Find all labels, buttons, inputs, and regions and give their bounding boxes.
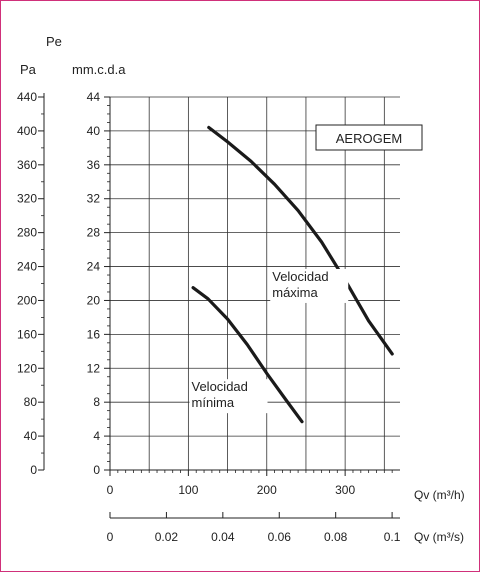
pa-tick-label: 440 — [17, 90, 37, 104]
series-curve-0 — [207, 125, 394, 356]
series-curve-1 — [191, 286, 304, 424]
x2-tick-label: 0.02 — [155, 530, 179, 544]
y-tick-label: 12 — [87, 361, 101, 375]
y-tick-label: 32 — [87, 192, 101, 206]
x2-tick-label: 0.04 — [211, 530, 235, 544]
y-tick-label: 40 — [87, 124, 101, 138]
x-tick-label: 200 — [257, 483, 277, 497]
x-tick-label: 100 — [178, 483, 198, 497]
x2-tick-label: 0.06 — [268, 530, 292, 544]
pa-unit-label: Pa — [20, 62, 37, 77]
pa-tick-label: 160 — [17, 327, 37, 341]
series-label-line1-1: Velocidad — [192, 379, 248, 394]
series-label-line2-0: máxima — [272, 285, 318, 300]
y-tick-label: 44 — [87, 90, 101, 104]
legend-box-label: AEROGEM — [336, 131, 402, 146]
x2-tick-label: 0.1 — [384, 530, 401, 544]
pa-tick-label: 200 — [17, 293, 37, 307]
x-tick-label: 0 — [107, 483, 114, 497]
x2-axis-label: Qv (m³/s) — [414, 530, 464, 544]
ticks: 0481216202428323640440408012016020024028… — [17, 90, 401, 544]
y-tick-label: 16 — [87, 327, 101, 341]
series-label-bg-0 — [270, 268, 349, 303]
x2-tick-label: 0 — [107, 530, 114, 544]
x2-tick-label: 0.08 — [324, 530, 348, 544]
x-axis-label: Qv (m³/h) — [414, 488, 465, 502]
grid — [110, 96, 400, 470]
pa-tick-label: 360 — [17, 158, 37, 172]
y-tick-label: 28 — [87, 226, 101, 240]
y-tick-label: 20 — [87, 293, 101, 307]
pa-tick-label: 40 — [24, 429, 38, 443]
series-label-line1-0: Velocidad — [272, 269, 328, 284]
mmcda-unit-label: mm.c.d.a — [72, 62, 126, 77]
legend-box — [315, 124, 423, 151]
x-tick-label: 300 — [335, 483, 355, 497]
y-tick-label: 24 — [87, 260, 101, 274]
y-tick-label: 0 — [93, 463, 100, 477]
y-tick-label: 36 — [87, 158, 101, 172]
pa-tick-label: 80 — [24, 395, 38, 409]
pa-tick-label: 240 — [17, 260, 37, 274]
pa-tick-label: 400 — [17, 124, 37, 138]
series-label-bg-1 — [189, 379, 268, 414]
pa-tick-label: 280 — [17, 226, 37, 240]
pa-tick-label: 120 — [17, 361, 37, 375]
y-tick-label: 8 — [93, 395, 100, 409]
pa-tick-label: 320 — [17, 192, 37, 206]
pa-tick-label: 0 — [30, 463, 37, 477]
pe-label: Pe — [46, 34, 62, 49]
y-tick-label: 4 — [93, 429, 100, 443]
series-label-line2-1: mínima — [192, 395, 235, 410]
